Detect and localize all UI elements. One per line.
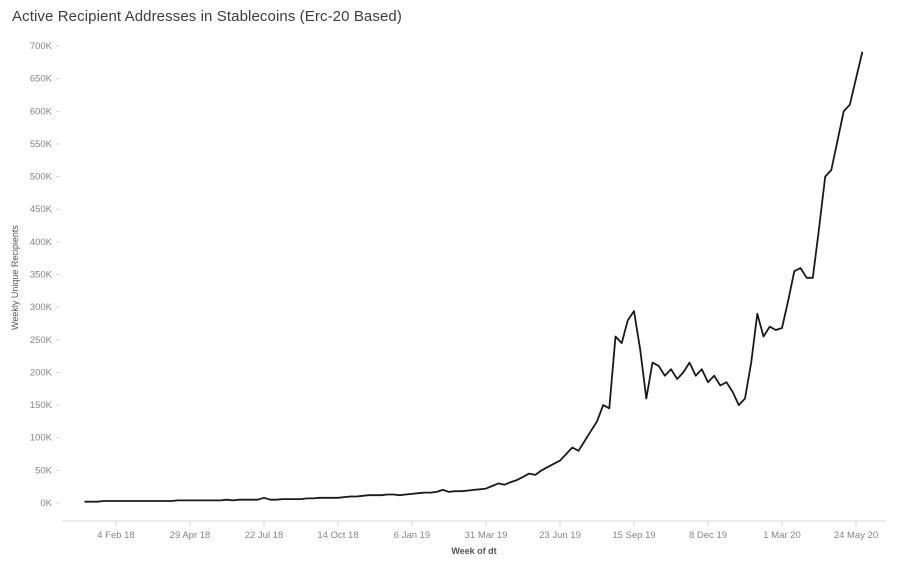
x-axis-title: Week of dt (451, 546, 497, 556)
y-tick-label: 700K (30, 41, 53, 52)
x-tick-label: 29 Apr 18 (170, 530, 211, 541)
y-tick-label: 150K (30, 400, 53, 411)
y-tick-label: 350K (30, 270, 53, 281)
x-tick-label: 14 Oct 18 (317, 530, 358, 541)
y-tick-label: 500K (30, 172, 53, 183)
y-tick-label: 250K (30, 335, 53, 346)
y-tick-label: 600K (30, 106, 53, 117)
x-tick-label: 22 Jul 18 (245, 530, 284, 541)
x-tick-label: 31 Mar 19 (465, 530, 508, 541)
y-tick-label: 550K (30, 139, 53, 150)
y-tick-label: 50K (35, 465, 53, 476)
y-tick-label: 0K (40, 498, 52, 509)
x-tick-label: 8 Dec 19 (689, 530, 727, 541)
y-tick-label: 450K (30, 204, 53, 215)
x-tick-label: 23 Jun 19 (539, 530, 581, 541)
x-tick-label: 4 Feb 18 (97, 530, 135, 541)
chart-title: Active Recipient Addresses in Stablecoin… (12, 8, 402, 25)
y-tick-label: 650K (30, 74, 53, 85)
x-tick-label: 1 Mar 20 (763, 530, 801, 541)
y-tick-label: 100K (30, 433, 53, 444)
y-tick-label: 200K (30, 367, 53, 378)
x-tick-label: 6 Jan 19 (394, 530, 430, 541)
y-tick-label: 400K (30, 237, 53, 248)
x-tick-label: 15 Sep 19 (612, 530, 655, 541)
data-line-series (84, 51, 864, 503)
x-tick-label: 24 May 20 (834, 530, 878, 541)
y-tick-label: 300K (30, 302, 53, 313)
